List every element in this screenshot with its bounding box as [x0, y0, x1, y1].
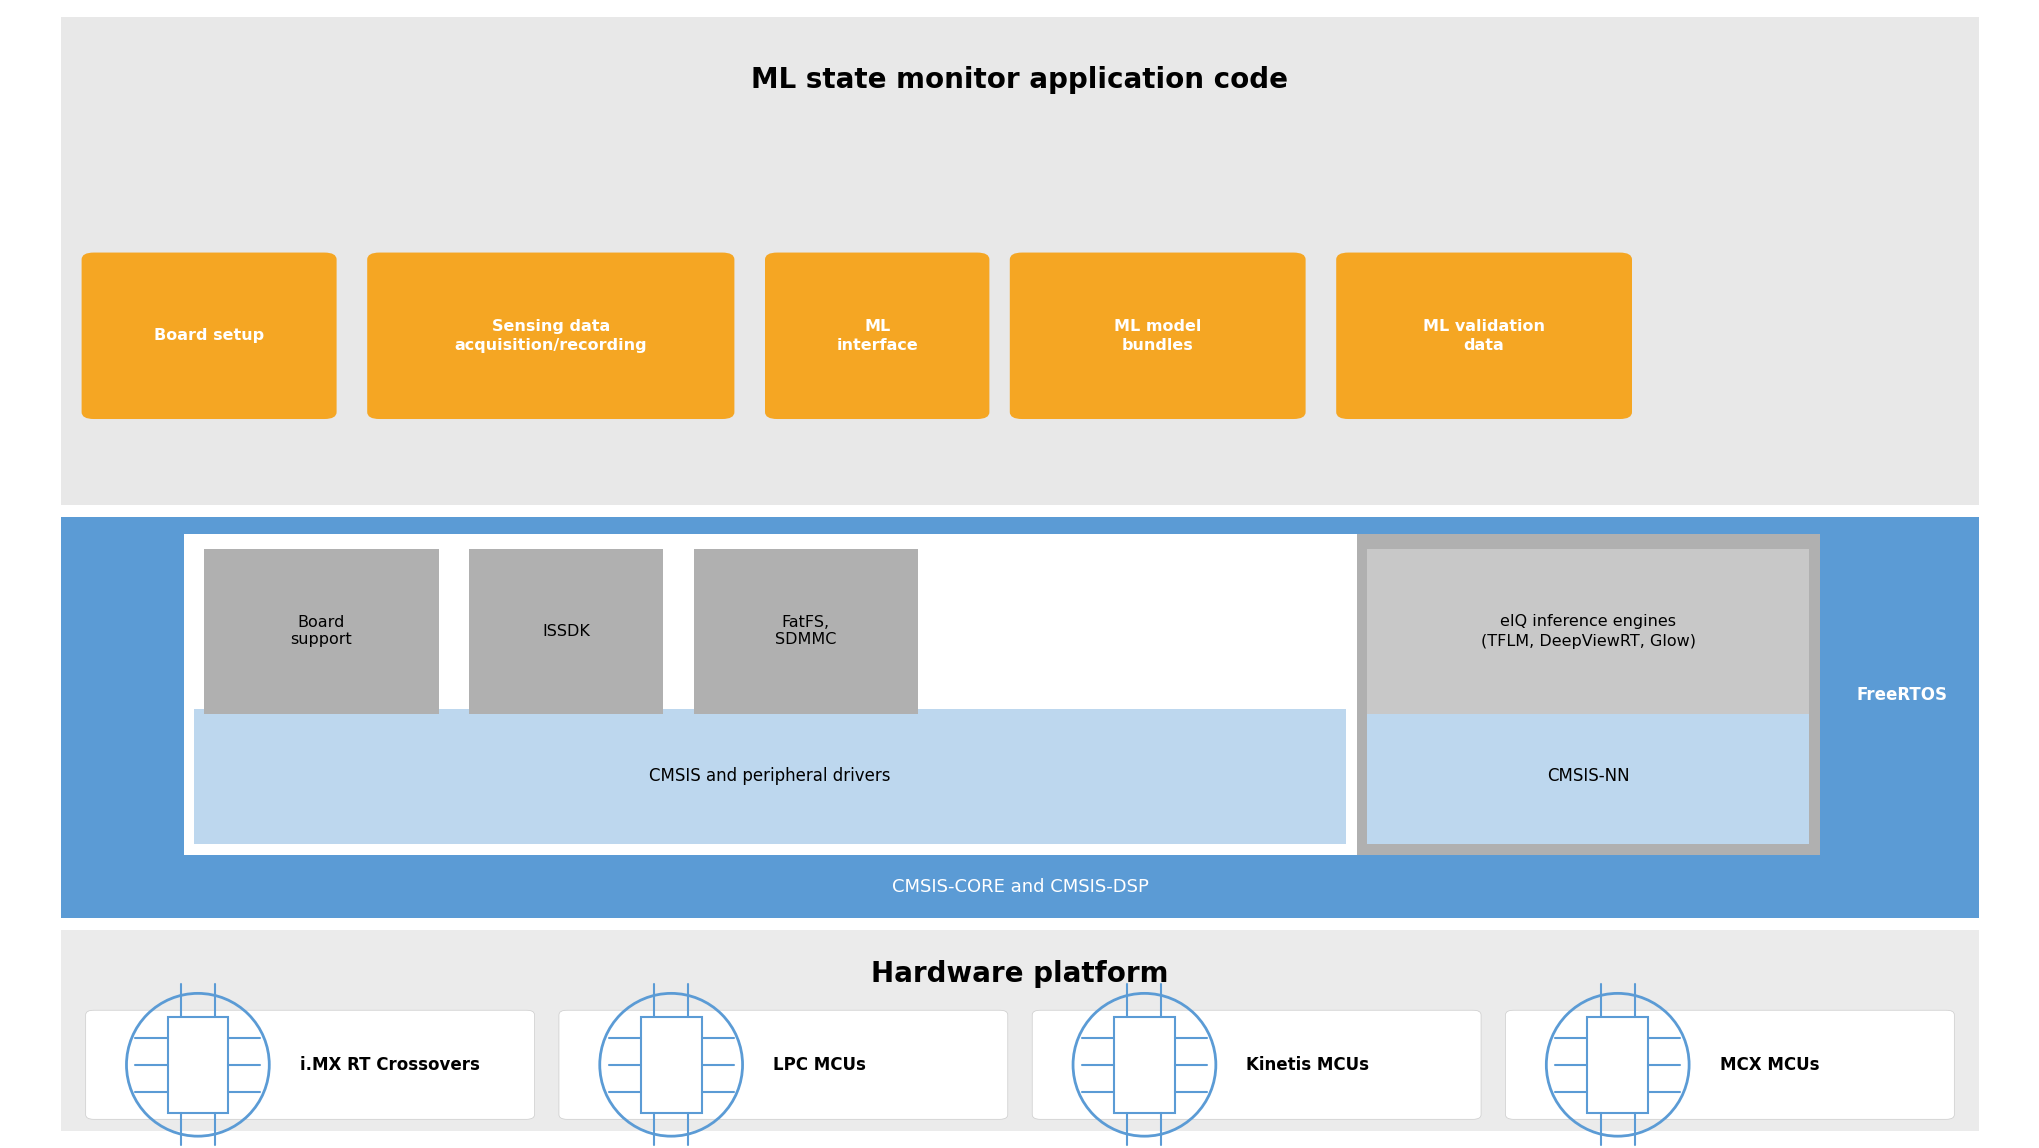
FancyBboxPatch shape [1113, 1017, 1174, 1112]
Text: Board setup: Board setup [155, 328, 263, 343]
FancyBboxPatch shape [1835, 534, 1968, 855]
FancyBboxPatch shape [204, 549, 438, 714]
Text: FreeRTOS: FreeRTOS [1855, 685, 1947, 704]
FancyBboxPatch shape [1336, 253, 1631, 419]
Text: MCX MCUs: MCX MCUs [1719, 1056, 1819, 1073]
Text: Kinetis MCUs: Kinetis MCUs [1246, 1056, 1368, 1073]
Text: LPC MCUs: LPC MCUs [773, 1056, 867, 1073]
FancyBboxPatch shape [61, 17, 1978, 505]
Text: CMSIS-NN: CMSIS-NN [1546, 767, 1629, 785]
FancyBboxPatch shape [559, 1010, 1007, 1119]
FancyBboxPatch shape [194, 708, 1346, 844]
FancyBboxPatch shape [1032, 1010, 1480, 1119]
Text: ML
interface: ML interface [836, 319, 918, 352]
Text: i.MX RT Crossovers: i.MX RT Crossovers [300, 1056, 479, 1073]
FancyBboxPatch shape [61, 517, 1978, 918]
FancyBboxPatch shape [61, 930, 1978, 1131]
Text: Hardware platform: Hardware platform [871, 960, 1168, 987]
FancyBboxPatch shape [1356, 534, 1819, 855]
Text: ML state monitor application code: ML state monitor application code [750, 67, 1289, 94]
Text: FatFS,
SDMMC: FatFS, SDMMC [775, 615, 836, 647]
FancyBboxPatch shape [184, 534, 1819, 855]
FancyBboxPatch shape [765, 253, 989, 419]
FancyBboxPatch shape [367, 253, 734, 419]
Text: Board
support: Board support [290, 615, 353, 647]
FancyBboxPatch shape [693, 549, 918, 714]
Text: ML validation
data: ML validation data [1423, 319, 1544, 352]
FancyBboxPatch shape [1505, 1010, 1953, 1119]
Text: Sensing data
acquisition/recording: Sensing data acquisition/recording [455, 319, 646, 352]
FancyBboxPatch shape [1009, 253, 1305, 419]
Text: ML model
bundles: ML model bundles [1113, 319, 1201, 352]
Text: ISSDK: ISSDK [542, 623, 589, 638]
Text: CMSIS-CORE and CMSIS-DSP: CMSIS-CORE and CMSIS-DSP [891, 878, 1148, 895]
FancyBboxPatch shape [86, 1010, 534, 1119]
FancyBboxPatch shape [167, 1017, 228, 1112]
Text: eIQ inference engines
(TFLM, DeepViewRT, Glow): eIQ inference engines (TFLM, DeepViewRT,… [1480, 614, 1694, 649]
FancyBboxPatch shape [1366, 549, 1809, 714]
Text: CMSIS and peripheral drivers: CMSIS and peripheral drivers [648, 767, 891, 785]
FancyBboxPatch shape [469, 549, 663, 714]
FancyBboxPatch shape [640, 1017, 701, 1112]
FancyBboxPatch shape [82, 253, 336, 419]
FancyBboxPatch shape [1586, 1017, 1648, 1112]
FancyBboxPatch shape [1366, 708, 1809, 844]
